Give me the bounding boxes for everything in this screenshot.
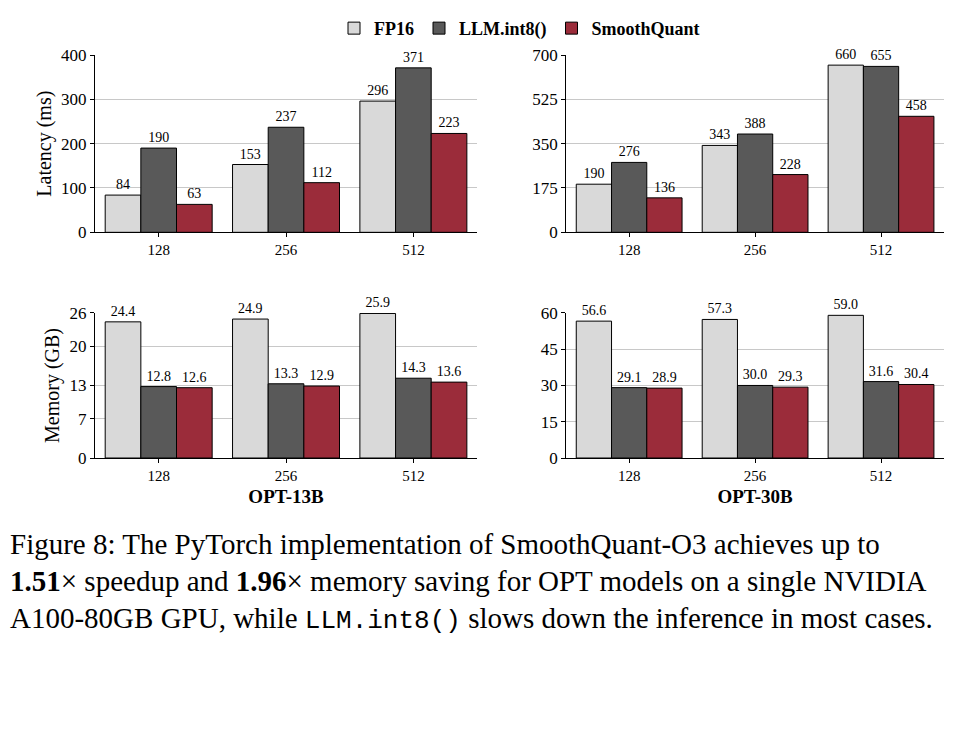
svg-text:13.6: 13.6 [437, 364, 462, 379]
svg-text:0: 0 [78, 449, 87, 468]
svg-text:84: 84 [116, 177, 130, 192]
svg-text:7: 7 [78, 410, 87, 429]
svg-text:45: 45 [541, 340, 558, 359]
svg-text:525: 525 [532, 90, 558, 109]
svg-text:30.4: 30.4 [904, 366, 929, 381]
html-text:Figure 8: The PyTorch implemen: Figure 8: The PyTorch implementation of … [10, 528, 880, 560]
svg-text:13.3: 13.3 [274, 366, 299, 381]
svg-text:223: 223 [439, 115, 460, 130]
svg-text:512: 512 [870, 242, 893, 258]
svg-text:200: 200 [61, 135, 87, 154]
svg-text:655: 655 [871, 48, 892, 63]
svg-text:128: 128 [618, 242, 641, 258]
svg-text:190: 190 [583, 166, 604, 181]
svg-text:59.0: 59.0 [834, 297, 859, 312]
svg-text:256: 256 [744, 468, 767, 484]
svg-text:276: 276 [619, 144, 640, 159]
svg-text:400: 400 [61, 46, 87, 65]
svg-text:FP16: FP16 [374, 19, 414, 39]
svg-text:24.9: 24.9 [238, 301, 263, 316]
svg-text:136: 136 [654, 180, 675, 195]
svg-text:12.6: 12.6 [182, 370, 207, 385]
svg-text:237: 237 [276, 109, 297, 124]
svg-text:SmoothQuant: SmoothQuant [592, 19, 700, 39]
svg-text:12.9: 12.9 [309, 368, 334, 383]
svg-text:190: 190 [148, 130, 169, 145]
svg-text:Memory (GB): Memory (GB) [41, 328, 64, 443]
svg-text:128: 128 [618, 468, 641, 484]
svg-text:OPT-30B: OPT-30B [717, 486, 793, 507]
svg-text:Latency (ms): Latency (ms) [33, 91, 56, 197]
svg-text:63: 63 [187, 186, 201, 201]
svg-text:296: 296 [367, 83, 388, 98]
svg-text:128: 128 [147, 468, 170, 484]
svg-text:458: 458 [906, 98, 927, 113]
svg-text:31.6: 31.6 [869, 364, 894, 379]
svg-text:700: 700 [532, 46, 558, 65]
svg-text:343: 343 [709, 127, 730, 142]
svg-text:512: 512 [870, 468, 893, 484]
svg-text:256: 256 [275, 242, 298, 258]
svg-text:28.9: 28.9 [652, 370, 677, 385]
svg-text:112: 112 [311, 165, 331, 180]
svg-text:56.6: 56.6 [582, 303, 607, 318]
svg-text:29.1: 29.1 [617, 370, 642, 385]
svg-text:0: 0 [78, 223, 87, 242]
svg-text:388: 388 [745, 116, 766, 131]
svg-text:13: 13 [70, 376, 87, 395]
svg-text:371: 371 [403, 50, 424, 65]
svg-text:153: 153 [240, 147, 261, 162]
svg-text:15: 15 [541, 413, 558, 432]
svg-text:100: 100 [61, 179, 87, 198]
svg-text:350: 350 [532, 135, 558, 154]
svg-text:30: 30 [541, 376, 558, 395]
svg-text:14.3: 14.3 [401, 360, 426, 375]
svg-text:25.9: 25.9 [365, 295, 390, 310]
svg-text:57.3: 57.3 [708, 301, 733, 316]
svg-text:29.3: 29.3 [778, 369, 803, 384]
svg-text:128: 128 [147, 242, 170, 258]
svg-text:175: 175 [532, 179, 558, 198]
svg-text:512: 512 [402, 242, 425, 258]
svg-text:660: 660 [835, 47, 856, 62]
svg-text:OPT-13B: OPT-13B [248, 486, 324, 507]
svg-text:30.0: 30.0 [743, 367, 768, 382]
svg-text:256: 256 [744, 242, 767, 258]
svg-text:24.4: 24.4 [111, 304, 136, 319]
html-text:1.51 × speedup and 1.96 × memo: 1.51 × speedup and 1.96 × memory saving … [10, 564, 933, 636]
svg-text:228: 228 [780, 157, 801, 172]
svg-text:20: 20 [70, 337, 87, 356]
svg-text:300: 300 [61, 90, 87, 109]
svg-text:512: 512 [402, 468, 425, 484]
svg-text:60: 60 [541, 304, 558, 323]
svg-text:LLM.int8(): LLM.int8() [459, 19, 547, 40]
svg-text:256: 256 [275, 468, 298, 484]
svg-text:0: 0 [549, 223, 558, 242]
svg-text:12.8: 12.8 [146, 369, 171, 384]
svg-text:26: 26 [70, 304, 87, 323]
svg-text:0: 0 [549, 449, 558, 468]
